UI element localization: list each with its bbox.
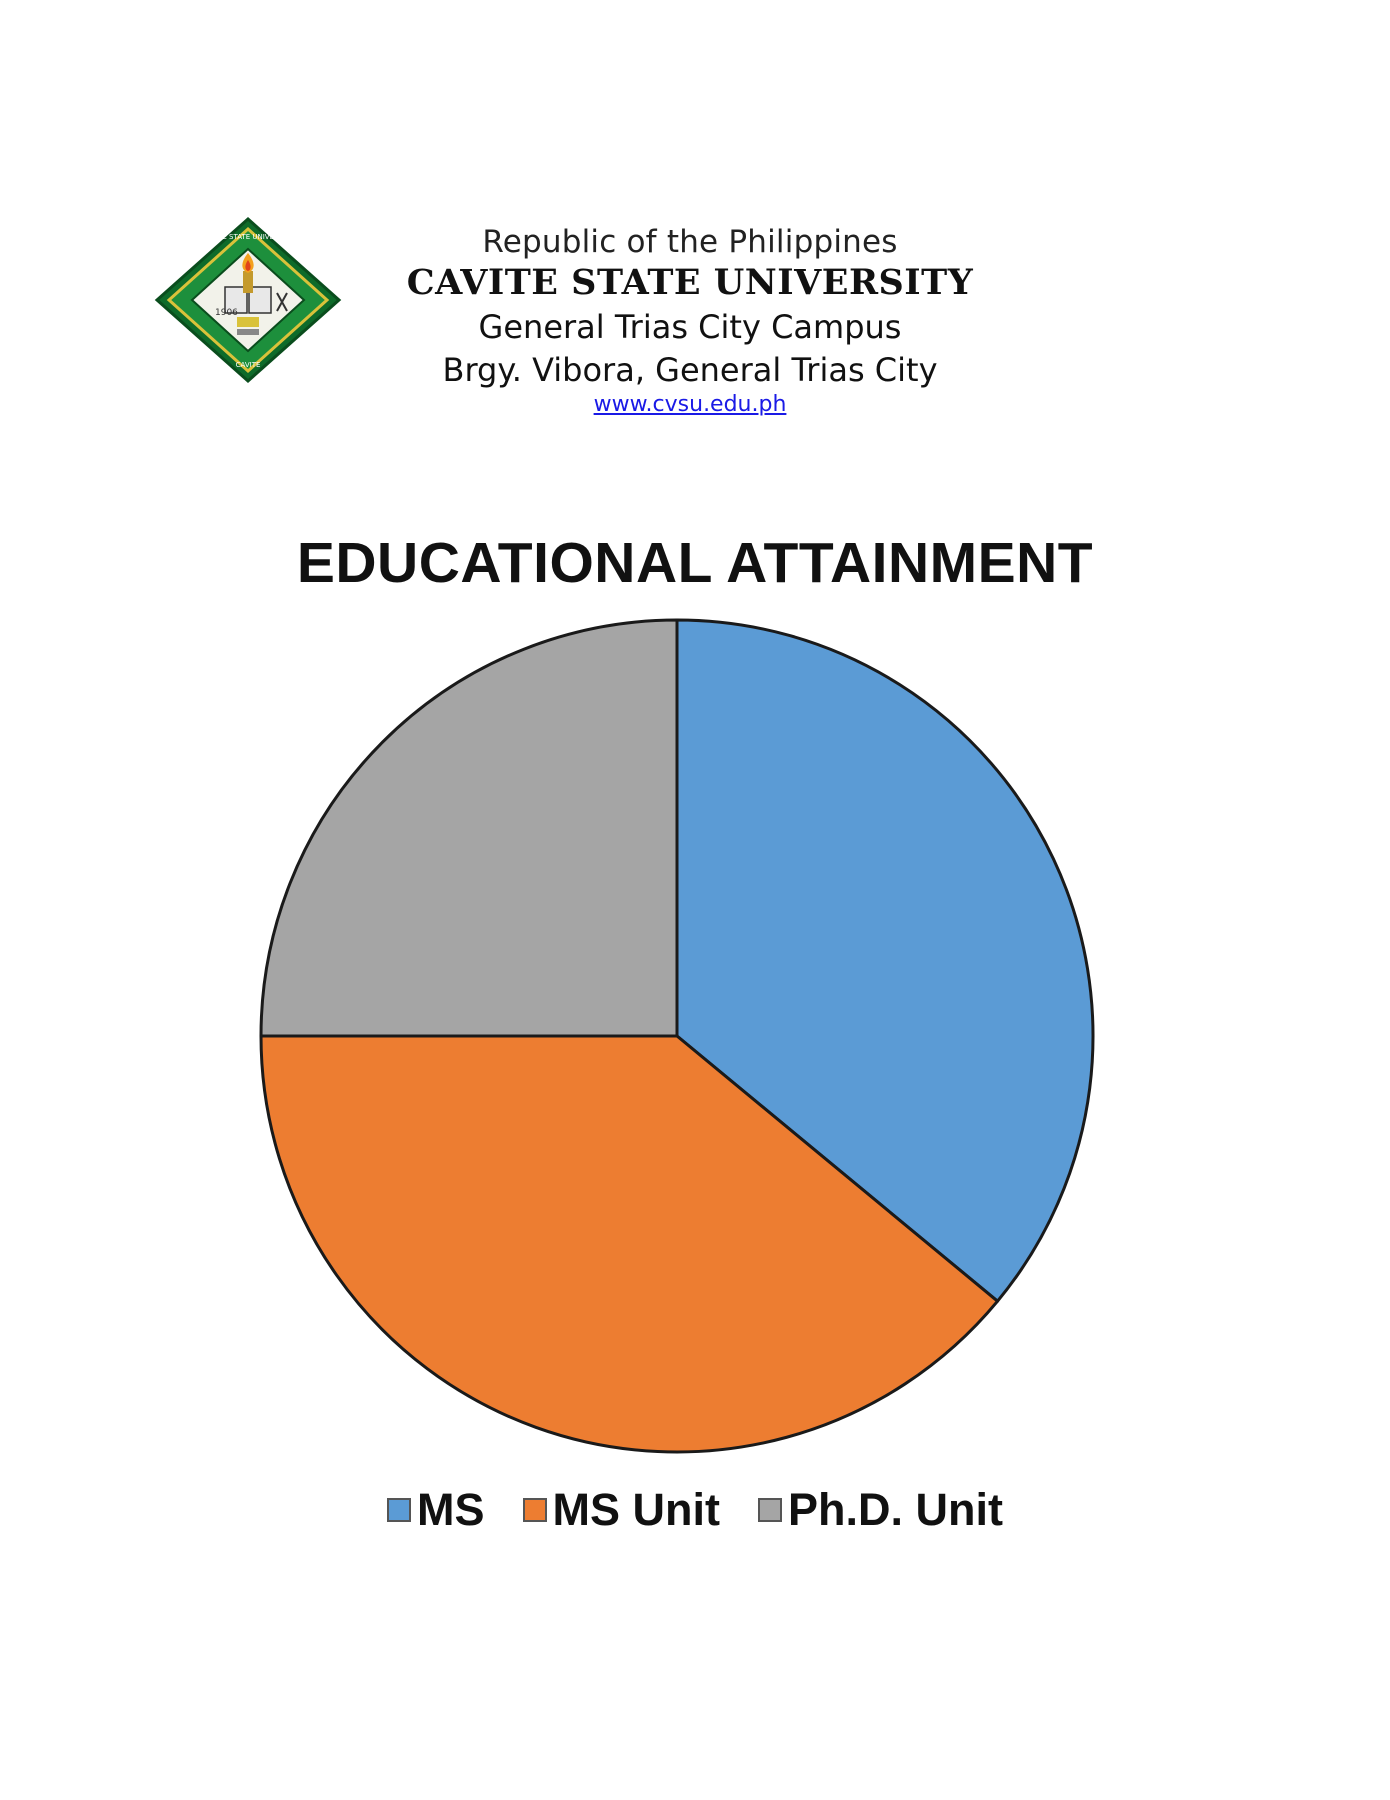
republic-line: Republic of the Philippines <box>482 224 898 260</box>
university-seal-icon: 1906 CAVITE STATE UNIVERSITY CAVITE <box>154 216 342 384</box>
campus-name: General Trias City Campus <box>478 307 902 346</box>
letterhead-text: Republic of the Philippines CAVITE STATE… <box>330 224 1050 418</box>
pie-slice-ms-unit <box>259 1034 1000 1454</box>
chart-title: EDUCATIONAL ATTAINMENT <box>296 531 1094 595</box>
svg-text:1906: 1906 <box>215 308 238 318</box>
legend-swatch <box>522 1498 547 1522</box>
svg-text:CAVITE STATE UNIVERSITY: CAVITE STATE UNIVERSITY <box>202 233 295 241</box>
svg-text:CAVITE: CAVITE <box>236 361 261 369</box>
pie-slice-ms <box>675 618 1095 1303</box>
university-name: CAVITE STATE UNIVERSITY <box>406 261 974 303</box>
legend-swatch <box>758 1498 782 1522</box>
pie-slice-ph-d-unit <box>259 618 679 1038</box>
legend-item: Ph.D. Unit <box>758 1484 1003 1536</box>
letterhead: 1906 CAVITE STATE UNIVERSITY CAVITE Repu… <box>0 215 1390 425</box>
legend-item: MS Unit <box>522 1484 720 1536</box>
legend-label: Ph.D. Unit <box>788 1484 1003 1535</box>
legend-label: MS Unit <box>552 1484 720 1535</box>
legend-item: MS <box>387 1484 485 1536</box>
website-link[interactable]: www.cvsu.edu.ph <box>593 392 787 418</box>
legend-swatch <box>387 1498 412 1522</box>
campus-address: Brgy. Vibora, General Trias City <box>442 350 938 389</box>
chart-legend: MS MS Unit Ph.D. Unit <box>0 1484 1390 1536</box>
legend-label: MS <box>417 1484 485 1535</box>
